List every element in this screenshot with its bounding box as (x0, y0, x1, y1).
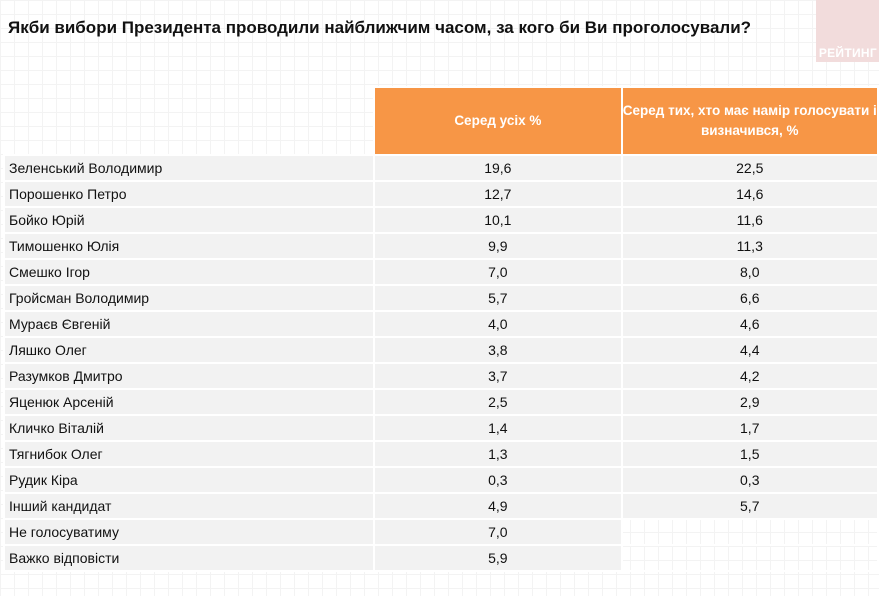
value-all: 1,3 (373, 440, 623, 468)
table-row: Гройсман Володимир 5,7 6,6 (2, 284, 879, 312)
value-decided: 4,6 (620, 310, 879, 338)
table-row: Тимошенко Юлія 9,9 11,3 (2, 232, 879, 260)
results-table: Серед усіх % Серед тих, хто має намір го… (2, 86, 879, 572)
table-row: Зеленський Володимир 19,6 22,5 (2, 154, 879, 182)
candidate-name: Рудик Кіра (2, 466, 376, 494)
candidate-name: Мураєв Євгеній (2, 310, 376, 338)
value-all: 3,7 (373, 362, 623, 390)
value-all: 4,9 (373, 492, 623, 520)
column-header-all: Серед усіх % (373, 86, 623, 156)
value-all: 4,0 (373, 310, 623, 338)
table-row: Ляшко Олег 3,8 4,4 (2, 336, 879, 364)
table-header: Серед усіх % Серед тих, хто має намір го… (4, 86, 879, 156)
candidate-name: Порошенко Петро (2, 180, 376, 208)
value-decided: 0,3 (620, 466, 879, 494)
table-row: Важко відповісти 5,9 (2, 544, 879, 572)
value-all: 7,0 (373, 258, 623, 286)
table-row: Бойко Юрій 10,1 11,6 (2, 206, 879, 234)
value-decided: 14,6 (620, 180, 879, 208)
value-decided: 2,9 (620, 388, 879, 416)
candidate-name: Кличко Віталій (2, 414, 376, 442)
value-all: 5,9 (373, 544, 623, 572)
value-all: 1,4 (373, 414, 623, 442)
value-decided: 5,7 (620, 492, 879, 520)
value-decided: 22,5 (620, 154, 879, 182)
column-header-decided: Серед тих, хто має намір голосувати і ви… (620, 86, 879, 156)
table-row: Смешко Ігор 7,0 8,0 (2, 258, 879, 286)
value-decided: 4,2 (620, 362, 879, 390)
candidate-name: Тимошенко Юлія (2, 232, 376, 260)
value-all: 7,0 (373, 518, 623, 546)
candidate-name: Бойко Юрій (2, 206, 376, 234)
value-decided (620, 518, 879, 546)
candidate-name: Ляшко Олег (2, 336, 376, 364)
value-all: 9,9 (373, 232, 623, 260)
table-row: Порошенко Петро 12,7 14,6 (2, 180, 879, 208)
table-row: Разумков Дмитро 3,7 4,2 (2, 362, 879, 390)
table-row: Не голосуватиму 7,0 (2, 518, 879, 546)
page-title: Якби вибори Президента проводили найближ… (8, 18, 752, 37)
table-row: Яценюк Арсеній 2,5 2,9 (2, 388, 879, 416)
value-all: 0,3 (373, 466, 623, 494)
value-decided: 11,3 (620, 232, 879, 260)
table-row: Кличко Віталій 1,4 1,7 (2, 414, 879, 442)
value-all: 10,1 (373, 206, 623, 234)
value-decided: 4,4 (620, 336, 879, 364)
value-all: 5,7 (373, 284, 623, 312)
candidate-name: Зеленський Володимир (2, 154, 376, 182)
value-decided: 1,7 (620, 414, 879, 442)
table-row: Інший кандидат 4,9 5,7 (2, 492, 879, 520)
value-decided: 1,5 (620, 440, 879, 468)
candidate-name: Тягнибок Олег (2, 440, 376, 468)
logo-text: РЕЙТИНГ (818, 46, 877, 60)
value-decided: 8,0 (620, 258, 879, 286)
candidate-name: Разумков Дмитро (2, 362, 376, 390)
candidate-name: Інший кандидат (2, 492, 376, 520)
candidate-name: Важко відповісти (2, 544, 376, 572)
table-row: Тягнибок Олег 1,3 1,5 (2, 440, 879, 468)
table-row: Рудик Кіра 0,3 0,3 (2, 466, 879, 494)
value-all: 3,8 (373, 336, 623, 364)
value-all: 19,6 (373, 154, 623, 182)
candidate-name: Смешко Ігор (2, 258, 376, 286)
table-row: Мураєв Євгеній 4,0 4,6 (2, 310, 879, 338)
value-all: 12,7 (373, 180, 623, 208)
header-blank (4, 87, 374, 155)
value-decided: 11,6 (620, 206, 879, 234)
value-all: 2,5 (373, 388, 623, 416)
value-decided: 6,6 (620, 284, 879, 312)
candidate-name: Не голосуватиму (2, 518, 376, 546)
candidate-name: Яценюк Арсеній (2, 388, 376, 416)
rating-logo: РЕЙТИНГ (816, 0, 879, 62)
candidate-name: Гройсман Володимир (2, 284, 376, 312)
value-decided (620, 544, 879, 572)
